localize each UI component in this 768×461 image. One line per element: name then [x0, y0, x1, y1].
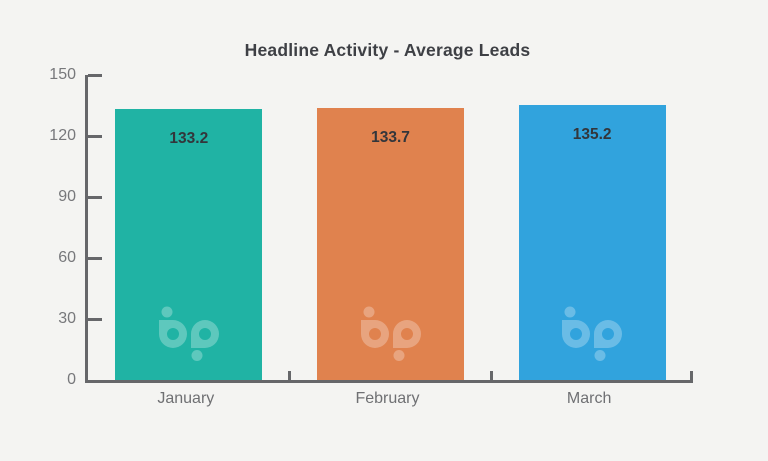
- y-tick-mark: [88, 317, 102, 321]
- bp-logo-icon: [157, 306, 221, 362]
- bar-january: 133.2: [115, 109, 263, 380]
- plot-area: 133.2 133.7 135.2: [85, 73, 693, 383]
- y-tick-mark: [88, 256, 102, 260]
- x-tick-mark: [690, 371, 693, 380]
- y-tick-label: 150: [49, 66, 76, 83]
- y-tick-mark: [88, 195, 102, 199]
- x-tick-label-march: March: [566, 390, 612, 407]
- chart-title: Headline Activity - Average Leads: [244, 40, 531, 60]
- x-tick-label-january: January: [157, 390, 215, 407]
- bar-value-label: 133.7: [371, 129, 410, 147]
- bp-logo-icon: [359, 306, 423, 362]
- x-tick-mark: [489, 371, 493, 380]
- y-tick-label: 120: [49, 127, 76, 144]
- bar-march: 135.2: [518, 105, 666, 380]
- bp-logo-icon: [560, 306, 624, 362]
- y-tick-label: 60: [58, 249, 76, 266]
- y-tick-label: 0: [67, 371, 76, 388]
- x-tick-mark: [288, 371, 292, 380]
- y-tick-mark: [88, 73, 102, 77]
- y-tick-label: 90: [58, 188, 76, 205]
- x-tick-label-february: February: [355, 390, 420, 407]
- y-tick-label: 30: [58, 310, 76, 327]
- y-tick-mark: [88, 134, 102, 138]
- bar-value-label: 135.2: [572, 126, 612, 144]
- bar-february: 133.7: [317, 108, 464, 380]
- bar-value-label: 133.2: [169, 130, 209, 148]
